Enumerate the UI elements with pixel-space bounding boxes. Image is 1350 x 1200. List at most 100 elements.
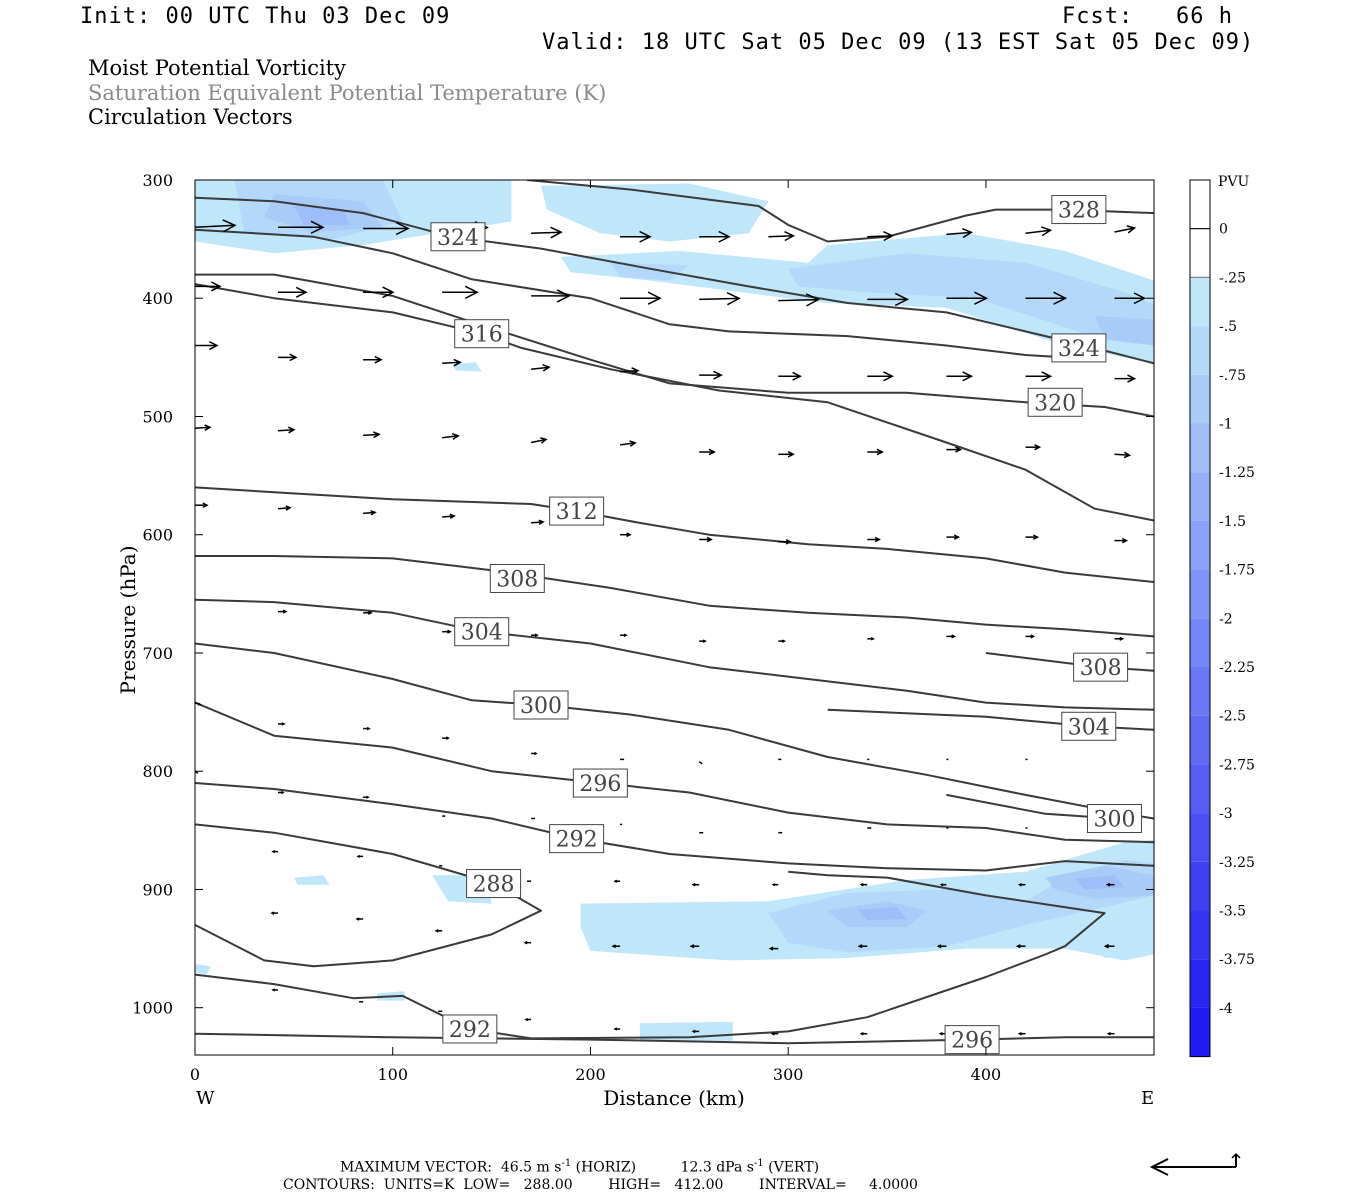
reference-vector: [1149, 1152, 1241, 1176]
circulation-vector: [613, 879, 621, 883]
circulation-vector: [857, 944, 868, 949]
circulation-vector: [524, 1018, 532, 1022]
circulation-vector: [770, 1032, 779, 1036]
circulation-vector: [278, 220, 325, 234]
contour-label-box: [572, 768, 628, 798]
colorbar-cell: [1190, 277, 1210, 327]
valid-time: Valid: 18 UTC Sat 05 Dec 09 (13 EST Sat …: [542, 30, 1255, 55]
y-tick-label: 500: [142, 407, 173, 426]
y-tick-label: 1000: [132, 999, 173, 1018]
horiz-value: 46.5 m s: [500, 1159, 562, 1176]
vert-unit: (VERT): [768, 1159, 820, 1176]
colorbar-cell: [1189, 228, 1211, 278]
pv-region: [788, 253, 1154, 346]
circulation-vector: [1025, 444, 1042, 451]
contour-label-box: [454, 319, 510, 349]
contour-label: 328: [1058, 199, 1100, 224]
circulation-vector: [1103, 943, 1115, 949]
contour-label-box: [944, 1025, 1000, 1055]
contour-label-box: [489, 563, 545, 593]
circulation-vector: [620, 230, 652, 243]
colorbar-label: 0: [1219, 222, 1228, 238]
circulation-vector: [531, 226, 563, 239]
colorbar-label: -2: [1219, 611, 1233, 627]
circulation-vector: [1025, 371, 1053, 382]
circulation-vector: [1106, 1032, 1115, 1036]
contour-label: 300: [1093, 808, 1135, 833]
circulation-vector: [278, 286, 308, 298]
colorbar-cell: [1190, 813, 1210, 862]
circulation-vector: [691, 1029, 700, 1034]
colorbar-label: -.25: [1219, 270, 1246, 286]
contour-label: 304: [461, 621, 503, 646]
forecast-hour: Fcst: 66 h: [1062, 4, 1233, 29]
circulation-vector: [867, 637, 875, 641]
colorbar-label: -2.5: [1219, 709, 1246, 725]
colorbar-cell: [1190, 667, 1210, 716]
colorbar-label: -1.5: [1219, 514, 1246, 530]
contour-label: 296: [951, 1029, 993, 1054]
contour-label-box: [430, 222, 486, 252]
circulation-vector: [356, 854, 364, 858]
vert-value: 12.3 dPa s: [680, 1159, 754, 1176]
colorbar-label: -.5: [1219, 319, 1237, 335]
circulation-vector: [271, 850, 278, 854]
circulation-vector: [698, 761, 703, 765]
pv-region: [293, 875, 330, 885]
colorbar-frame: [1189, 179, 1211, 1058]
circulation-vector: [355, 917, 364, 921]
circulation-vector: [939, 883, 947, 887]
circulation-vector: [611, 944, 621, 949]
title-mpv: Moist Potential Vorticity: [88, 56, 346, 80]
circulation-vector: [778, 451, 795, 458]
circulation-vector: [946, 634, 957, 639]
circulation-vector: [1114, 292, 1147, 305]
circulation-vector: [620, 532, 632, 538]
circulation-vector: [859, 1032, 868, 1036]
circulation-vector: [195, 219, 237, 233]
contour-label-box: [1051, 195, 1107, 225]
circulation-vector: [442, 285, 479, 299]
circulation-vector: [1114, 451, 1132, 459]
circulation-vector: [363, 610, 373, 615]
circulation-vector: [946, 446, 963, 453]
contour-label-box: [1073, 652, 1129, 682]
circulation-vector: [278, 790, 285, 795]
contour-label: 304: [1068, 715, 1110, 740]
circulation-vector: [699, 448, 716, 456]
colorbar-label: -1: [1219, 417, 1233, 433]
title-theta-es: Saturation Equivalent Potential Temperat…: [88, 81, 607, 105]
colorbar-label: -3.5: [1219, 904, 1246, 920]
theta-contour-296: [195, 701, 1154, 844]
circulation-vector: [620, 291, 662, 305]
circulation-vector: [620, 440, 637, 447]
theta-contour-324: [195, 228, 1066, 359]
horiz-exp: -1: [561, 1158, 572, 1169]
circulation-vector: [195, 424, 212, 431]
colorbar-label: -3.75: [1219, 952, 1255, 968]
circulation-vector: [442, 358, 462, 367]
circulation-vector: [363, 726, 371, 731]
circulation-vector: [946, 534, 961, 540]
pv-region: [1094, 316, 1154, 346]
circulation-vector: [270, 911, 278, 915]
contour-label: 300: [520, 694, 562, 719]
x-tick-label: 200: [575, 1065, 606, 1084]
pv-region: [541, 183, 769, 242]
pv-region: [1084, 932, 1145, 958]
contour-label: 308: [496, 567, 538, 592]
circulation-vector: [699, 230, 731, 243]
circulation-vector: [946, 291, 989, 305]
pv-shading: [195, 180, 1154, 1041]
colorbar-label: -3: [1219, 806, 1233, 822]
circulation-vector: [1025, 634, 1036, 639]
contour-label: 324: [1058, 337, 1100, 362]
circulation-vector: [1015, 944, 1026, 949]
circulation-vector: [1114, 225, 1137, 234]
axes: 300 400 500 600 700 800 900 1000 0 100 200 300 400: [132, 171, 1154, 1084]
x-tick-label: 400: [971, 1065, 1002, 1084]
title-vectors: Circulation Vectors: [88, 105, 293, 129]
theta-contour-292: [195, 870, 1106, 1040]
forecast-value: 66 h: [1175, 4, 1233, 29]
contour-label-box: [466, 869, 522, 899]
